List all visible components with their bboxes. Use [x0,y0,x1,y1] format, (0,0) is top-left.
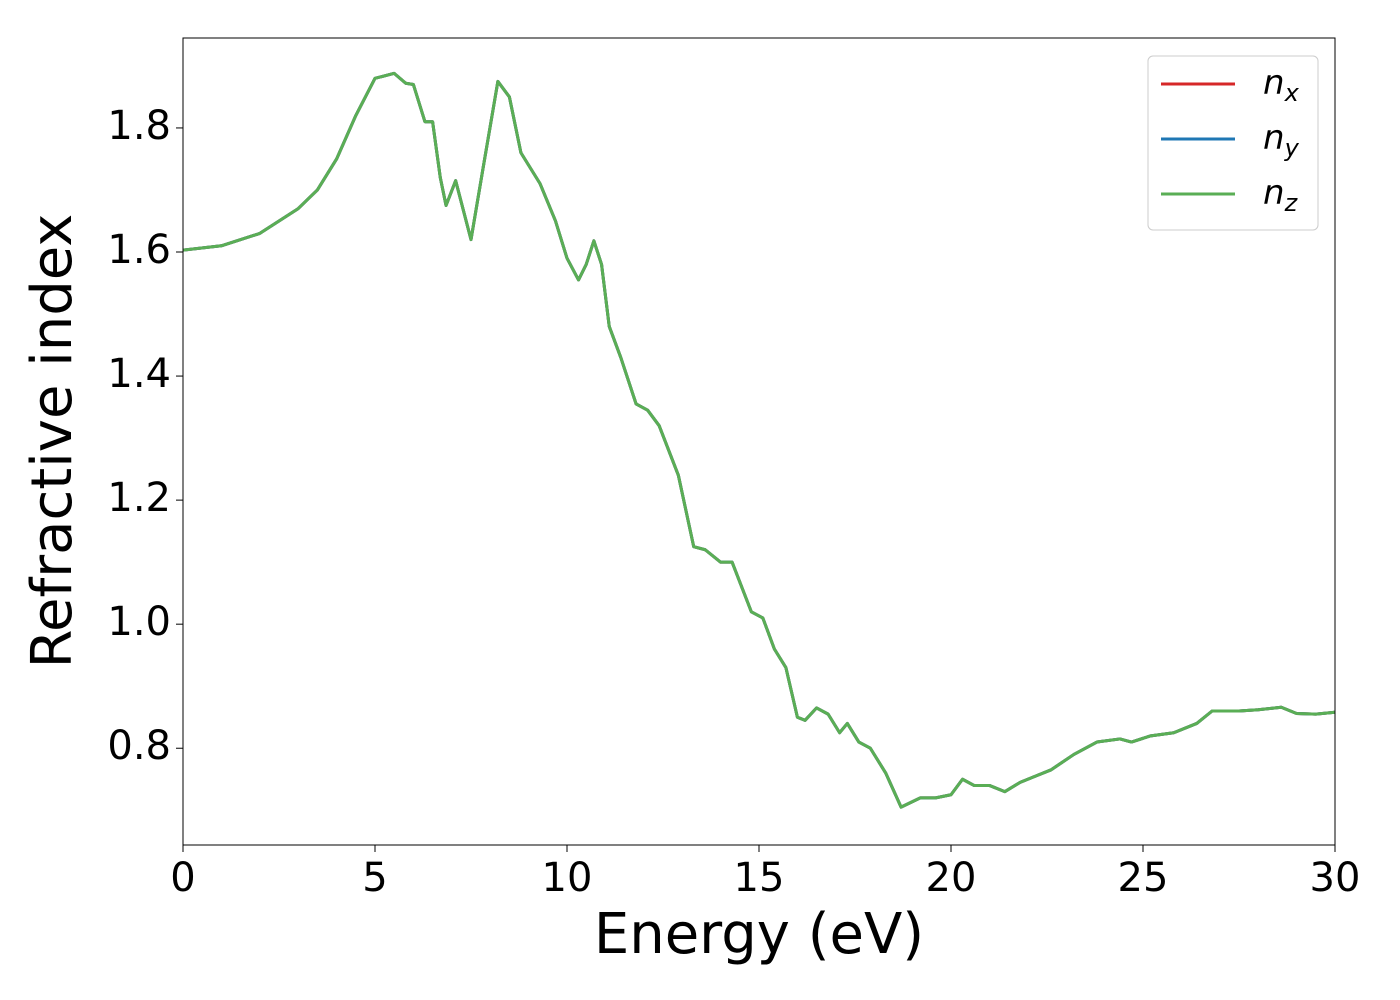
x-tick-label: 20 [926,855,977,901]
y-tick-label: 1.6 [107,227,171,273]
legend-label: nz [1263,173,1299,218]
legend-label: nx [1263,63,1300,108]
x-tick-label: 10 [542,855,593,901]
y-tick-label: 1.4 [107,351,171,397]
x-tick-label: 30 [1310,855,1361,901]
x-axis-label: Energy (eV) [594,902,924,967]
y-tick-label: 0.8 [107,723,171,769]
y-tick-label: 1.0 [107,599,171,645]
y-tick-label: 1.2 [107,475,171,521]
plot-frame [182,37,1336,846]
legend-box [1147,55,1319,231]
y-tick-label: 1.8 [107,103,171,149]
x-tick-label: 25 [1118,855,1169,901]
y-axis-label: Refractive index [20,214,85,669]
legend-label: ny [1263,118,1300,163]
line [183,71,1335,809]
x-tick-label: 0 [170,855,195,901]
x-tick-label: 15 [734,855,785,901]
x-tick-label: 5 [362,855,387,901]
